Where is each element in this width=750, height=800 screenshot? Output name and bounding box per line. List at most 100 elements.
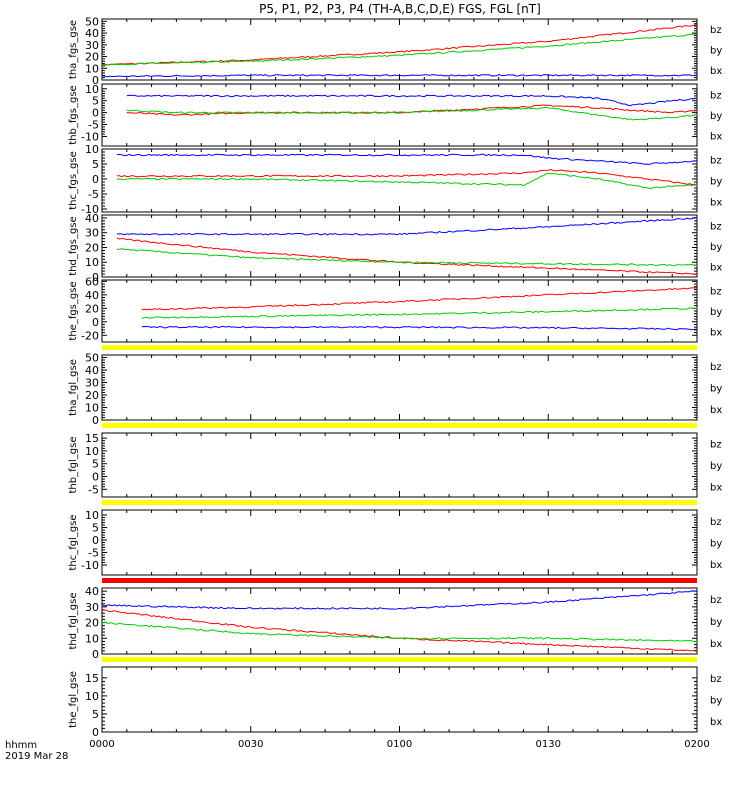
y-tick-label: 40 [85, 289, 99, 302]
series-bx-line [116, 153, 698, 165]
y-tick-label: 10 [85, 632, 99, 645]
x-units-label: hhmm [5, 740, 37, 751]
y-tick-label: 0 [92, 173, 99, 186]
y-axis-label: thb_fgs_gse [68, 85, 79, 144]
y-tick-label: 20 [85, 389, 99, 402]
y-tick-label: 10 [85, 445, 99, 458]
y-axis-label: thb_fgl_gse [68, 437, 79, 494]
legend-bz: bz [710, 440, 722, 451]
y-tick-label: -10 [81, 559, 99, 572]
separator-bar [102, 500, 697, 505]
y-tick-label: 5 [92, 95, 99, 108]
series-bx-line [126, 94, 698, 107]
separator-bar [102, 578, 697, 583]
legend-bz: bz [710, 595, 722, 606]
legend-by: by [710, 177, 722, 188]
legend-bx: bx [710, 717, 722, 728]
legend-by: by [710, 539, 722, 550]
legend-by: by [710, 384, 722, 395]
panel-frame [101, 587, 698, 655]
y-tick-label: 10 [85, 83, 99, 96]
series-bx-line [141, 325, 697, 331]
legend-by: by [710, 307, 722, 318]
y-tick-label: 0 [92, 107, 99, 120]
y-tick-label: 5 [92, 708, 99, 721]
y-axis-label: the_fgl_gse [68, 671, 79, 728]
legend-bx: bx [710, 560, 722, 571]
y-tick-label: 5 [92, 458, 99, 471]
panel-frame [101, 509, 698, 576]
y-tick-label: -5 [88, 119, 99, 132]
y-axis-label: tha_fgs_gse [68, 20, 79, 79]
panel-frame [101, 279, 698, 343]
y-tick-label: -20 [81, 329, 99, 342]
legend-bz: bz [710, 674, 722, 685]
x-tick-label: 0000 [89, 739, 114, 750]
y-tick-label: 40 [85, 585, 99, 598]
y-tick-label: 10 [85, 256, 99, 269]
legend-bx: bx [710, 639, 722, 650]
y-tick-label: 0 [92, 316, 99, 329]
legend-bz: bz [710, 156, 722, 167]
legend-bx: bx [710, 132, 722, 143]
y-tick-label: 40 [85, 364, 99, 377]
y-tick-label: 10 [85, 690, 99, 703]
series-by-line [101, 33, 698, 66]
y-axis-label: thc_fgs_gse [68, 151, 79, 210]
legend-bx: bx [710, 482, 722, 493]
series-bz-line [116, 168, 698, 186]
x-axis: 0000 0030 0100 0130 0200 [89, 739, 709, 750]
y-tick-label: 30 [85, 39, 99, 52]
y-axis-label: the_fgs_gse [68, 281, 79, 340]
separator-bar [102, 423, 697, 428]
legend-bx: bx [710, 198, 722, 209]
legend-bx: bx [710, 405, 722, 416]
y-tick-label: 0 [92, 471, 99, 484]
series-by-line [126, 106, 698, 121]
legend-bx: bx [710, 263, 722, 274]
y-axis-label: thc_fgl_gse [68, 514, 79, 570]
y-tick-label: 20 [85, 617, 99, 630]
y-tick-label: 0 [92, 534, 99, 547]
panel-frame [101, 18, 698, 81]
series-by-line [141, 307, 698, 319]
y-tick-label: 60 [85, 275, 99, 288]
legend-bz: bz [710, 25, 722, 36]
y-tick-label: 10 [85, 143, 99, 156]
y-tick-label: 0 [92, 414, 99, 427]
y-axis-label: tha_fgl_gse [68, 359, 79, 416]
legend-bz: bz [710, 362, 722, 373]
legend-by: by [710, 696, 722, 707]
panel-frame [101, 432, 698, 498]
y-tick-label: 40 [85, 27, 99, 40]
x-tick-label: 0200 [684, 739, 709, 750]
legend-bx: bx [710, 328, 722, 339]
y-tick-label: 0 [92, 726, 99, 739]
x-tick-label: 0130 [536, 739, 561, 750]
series-bz-line [101, 608, 698, 652]
chart-title: P5, P1, P2, P3, P4 (TH-A,B,C,D,E) FGS, F… [259, 2, 541, 16]
y-tick-label: 50 [85, 352, 99, 365]
series-bx-line [101, 590, 698, 610]
y-tick-label: 5 [92, 158, 99, 171]
y-tick-label: 40 [85, 212, 99, 225]
panel-thd_fgl_gse: 0 10 20 30 40 thd_fgl_gse bz by bx [68, 578, 722, 661]
y-tick-label: 0 [92, 74, 99, 87]
legend-by: by [710, 617, 722, 628]
separator-bar [102, 657, 697, 662]
y-tick-label: 30 [85, 227, 99, 240]
panel-frame [101, 666, 698, 733]
y-tick-label: -5 [88, 547, 99, 560]
legend-by: by [710, 461, 722, 472]
panel-thc_fgs_gse: -10 -5 0 5 10 thc_fgs_gse bz by bx [68, 143, 722, 216]
panel-frame [101, 354, 698, 421]
series-bx-line [116, 216, 698, 236]
y-tick-label: -10 [81, 203, 99, 216]
series-by-line [101, 621, 698, 643]
panel-the_fgl_gse: 0 5 10 15 the_fgl_gse bz by bx [68, 657, 722, 739]
y-tick-label: 0 [92, 648, 99, 661]
series-bz-line [126, 104, 698, 116]
